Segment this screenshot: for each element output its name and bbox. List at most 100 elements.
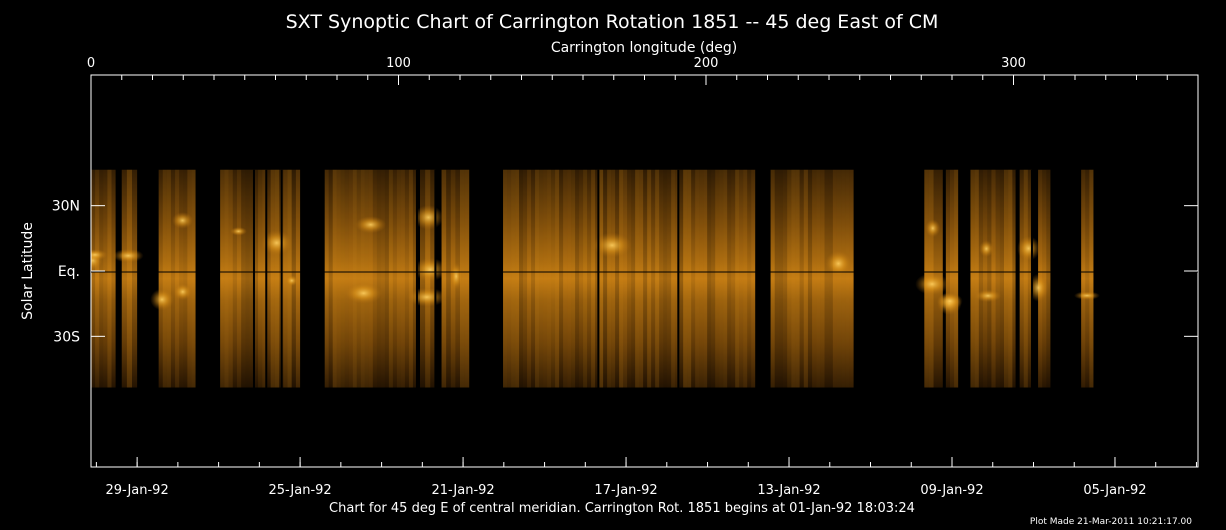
active-region [915,273,949,296]
strip-texture [647,169,652,388]
strip-texture [258,169,263,388]
active-region [355,216,387,234]
strip-texture [191,169,196,388]
strip-texture [715,169,720,388]
strip-texture [836,169,842,388]
strip-texture [671,169,676,388]
strip-texture [283,169,288,388]
strip-texture [535,169,540,388]
strip-texture [368,169,373,388]
data-strip [770,169,854,388]
strip-texture [567,169,572,388]
chart-title: SXT Synoptic Chart of Carrington Rotatio… [286,11,939,33]
strip-texture [274,169,280,388]
strip-texture [663,169,668,388]
strip-texture [408,169,413,388]
top-axis-tick-label: 200 [694,56,719,71]
data-strip [121,169,138,388]
strip-texture [441,169,447,388]
strip-texture [555,169,560,388]
active-region [925,219,941,238]
strip-texture [270,169,275,388]
strip-texture [631,169,636,388]
data-strip [158,169,196,388]
strip-texture [364,169,369,388]
strip-texture [531,169,536,388]
strip-texture [743,169,748,388]
strip-texture [166,169,171,388]
y-axis-label: Solar Latitude [20,222,36,320]
strip-texture [1019,169,1024,388]
strip-texture [995,169,1000,388]
strip-texture [356,169,361,388]
active-region [979,240,994,258]
bottom-axis-tick-label: 25-Jan-92 [268,483,331,498]
data-strip [324,169,417,388]
strip-texture [723,169,728,388]
strip-texture [336,169,341,388]
strip-texture [832,169,837,388]
strip-texture [372,169,377,388]
strip-texture [795,169,800,388]
strip-texture [446,169,451,388]
active-region [173,283,192,301]
active-region [171,212,194,229]
strip-texture [245,169,250,388]
strip-texture [824,169,829,388]
strip-texture [241,169,246,388]
strip-texture [816,169,821,388]
strip-texture [1085,169,1090,388]
strip-texture [111,169,116,388]
strip-texture [384,169,389,388]
active-region [974,289,1002,303]
strip-texture [158,169,163,388]
data-strip [1019,169,1032,388]
strip-texture [770,169,775,388]
strip-texture [1081,169,1086,388]
y-axis-tick-label: Eq. [58,264,80,280]
strip-texture [404,169,409,388]
strip-texture [987,169,992,388]
strip-texture [121,169,127,388]
strip-texture [954,169,959,388]
strip-texture [332,169,337,388]
strip-texture [559,169,564,388]
strip-texture [841,169,846,388]
strip-texture [344,169,349,388]
strip-texture [575,169,580,388]
strip-texture [587,169,592,388]
strip-texture [599,169,604,388]
active-region [150,288,174,311]
top-axis-tick-label: 0 [87,56,95,71]
strip-texture [543,169,548,388]
strip-texture [236,169,242,388]
strip-texture [591,169,596,388]
strip-texture [95,169,100,388]
strip-texture [1008,169,1013,388]
strip-texture [607,169,612,388]
strip-texture [711,169,716,388]
strip-texture [1089,169,1094,388]
active-region [592,232,632,258]
strip-texture [388,169,393,388]
strip-texture [619,169,624,388]
active-region [449,262,463,290]
bottom-axis-tick-label: 05-Jan-92 [1083,483,1146,498]
heatmap-image [91,169,1100,388]
strip-texture [679,169,684,388]
top-axis-tick-label: 100 [386,56,411,71]
strip-texture [220,169,225,388]
data-strip [945,169,959,388]
strip-texture [707,169,712,388]
strip-texture [262,169,267,388]
strip-texture [611,169,616,388]
strip-texture [727,169,732,388]
strip-texture [547,169,552,388]
strip-texture [675,169,680,388]
strip-texture [949,169,955,388]
strip-texture [978,169,984,388]
strip-texture [266,169,271,388]
strip-texture [828,169,833,388]
data-strip [970,169,1017,388]
top-axis-label: Carrington longitude (deg) [551,40,737,56]
